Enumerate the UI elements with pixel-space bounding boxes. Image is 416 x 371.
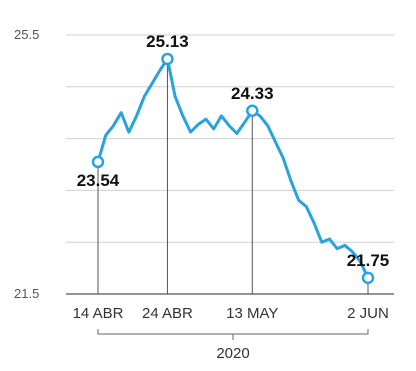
x-tick-label: 2 JUN — [347, 305, 389, 322]
x-tick-label: 14 ABR — [73, 305, 124, 322]
data-label: 21.75 — [347, 251, 390, 270]
data-label: 23.54 — [77, 171, 120, 190]
y-tick-label: 21.5 — [14, 286, 39, 301]
series-line — [96, 57, 370, 280]
data-label: 24.33 — [231, 84, 274, 103]
year-bracket — [97, 329, 369, 335]
x-tick-label: 24 ABR — [142, 305, 193, 322]
year-label: 2020 — [216, 345, 249, 362]
data-point-marker — [91, 155, 105, 169]
x-tick-label: 13 MAY — [226, 305, 278, 322]
data-point-marker — [361, 271, 375, 285]
data-label: 25.13 — [146, 32, 189, 51]
data-point-marker — [246, 104, 259, 118]
data-point-marker — [161, 52, 174, 66]
y-tick-label: 25.5 — [14, 27, 39, 42]
